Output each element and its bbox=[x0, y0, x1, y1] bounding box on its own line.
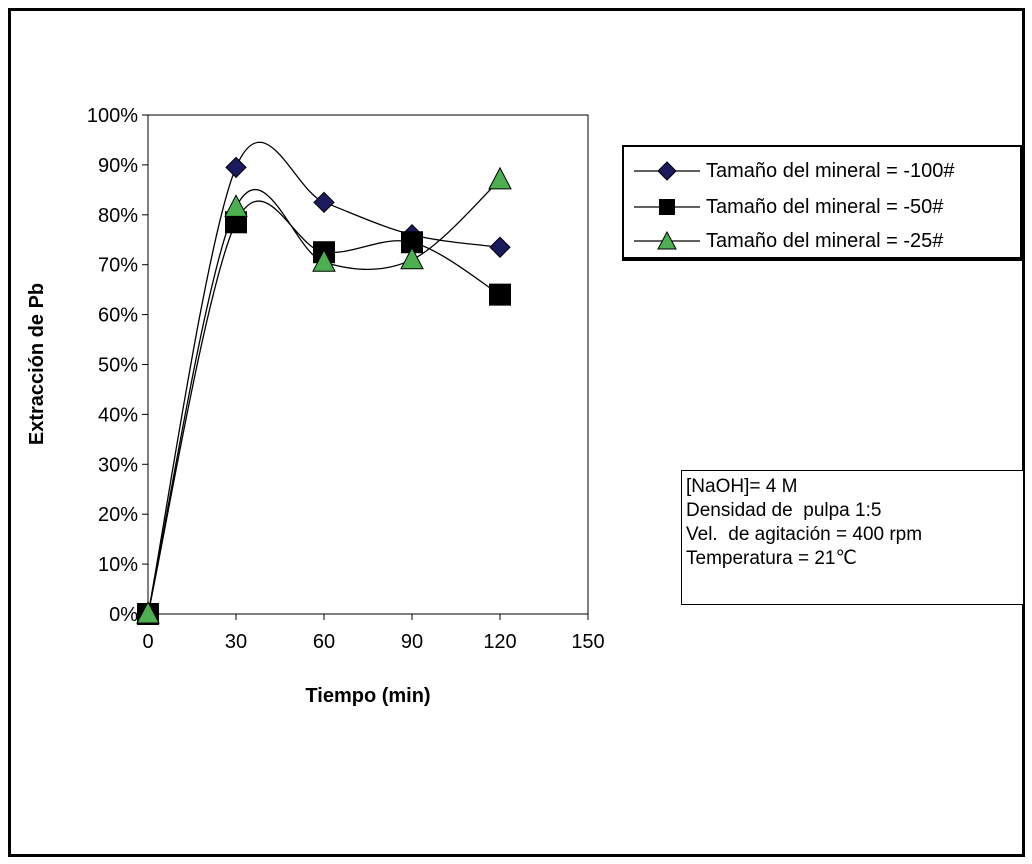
data-point-diamond bbox=[225, 156, 247, 179]
data-point-triangle bbox=[224, 194, 248, 217]
legend-label: Tamaño del mineral = -25# bbox=[706, 229, 944, 252]
x-tick-label: 0 bbox=[142, 631, 153, 653]
data-point-square bbox=[401, 231, 423, 254]
y-tick-label: 0% bbox=[109, 604, 138, 626]
legend: Tamaño del mineral = -100# Tamaño del mi… bbox=[622, 145, 1024, 261]
x-tick-label: 120 bbox=[483, 631, 516, 653]
y-tick-label: 70% bbox=[98, 255, 138, 277]
plot-border bbox=[147, 114, 589, 615]
legend-swatch-square bbox=[634, 199, 700, 215]
legend-label: Tamaño del mineral = -50# bbox=[706, 195, 944, 218]
y-tick-label: 60% bbox=[98, 305, 138, 327]
legend-swatch-triangle bbox=[634, 231, 700, 250]
y-tick-label: 40% bbox=[98, 404, 138, 426]
y-tick-label: 30% bbox=[98, 454, 138, 476]
legend-item-50: Tamaño del mineral = -50# bbox=[624, 189, 1020, 225]
y-tick-label: 90% bbox=[98, 155, 138, 177]
x-tick-label: 90 bbox=[401, 631, 423, 653]
x-tick-label: 30 bbox=[225, 631, 247, 653]
legend-item-25: Tamaño del mineral = -25# bbox=[624, 223, 1020, 259]
note-temperature: Temperatura = 21℃ bbox=[686, 548, 857, 569]
x-tick-label: 60 bbox=[313, 631, 335, 653]
note-agitation: Vel. de agitación = 400 rpm bbox=[686, 524, 923, 545]
plot-area bbox=[147, 114, 589, 615]
y-tick-label: 10% bbox=[98, 554, 138, 576]
conditions-box: [NaOH]= 4 M Densidad de pulpa 1:5 Vel. d… bbox=[681, 470, 1024, 605]
data-point-triangle bbox=[312, 249, 336, 272]
series-line bbox=[147, 179, 501, 615]
series-line bbox=[147, 200, 501, 615]
series-markers bbox=[136, 156, 512, 625]
x-tick-label: 150 bbox=[571, 631, 604, 653]
data-point-square bbox=[489, 283, 511, 306]
data-point-triangle bbox=[400, 246, 424, 270]
legend-item-100: Tamaño del mineral = -100# bbox=[624, 153, 1020, 189]
data-point-diamond bbox=[489, 236, 511, 258]
data-point-triangle bbox=[136, 600, 160, 624]
data-point-triangle bbox=[488, 166, 512, 190]
data-point-diamond bbox=[313, 191, 335, 214]
y-axis-title: Extracción de Pb bbox=[26, 283, 48, 445]
note-pulp-density: Densidad de pulpa 1:5 bbox=[686, 500, 882, 521]
y-tick-label: 50% bbox=[98, 355, 138, 377]
y-tick-label: 100% bbox=[87, 105, 138, 127]
y-axis: 0% 10% 20% 30% 40% 50% 60% 70% 80% 90% 100% bbox=[87, 105, 148, 626]
y-tick-label: 80% bbox=[98, 205, 138, 227]
note-naoh: [NaOH]= 4 M bbox=[686, 476, 798, 497]
x-axis-title: Tiempo (min) bbox=[305, 685, 430, 707]
legend-label: Tamaño del mineral = -100# bbox=[706, 159, 955, 182]
x-axis: 0 30 60 90 120 150 bbox=[142, 614, 605, 653]
legend-swatch-diamond bbox=[634, 161, 700, 181]
y-tick-label: 20% bbox=[98, 504, 138, 526]
